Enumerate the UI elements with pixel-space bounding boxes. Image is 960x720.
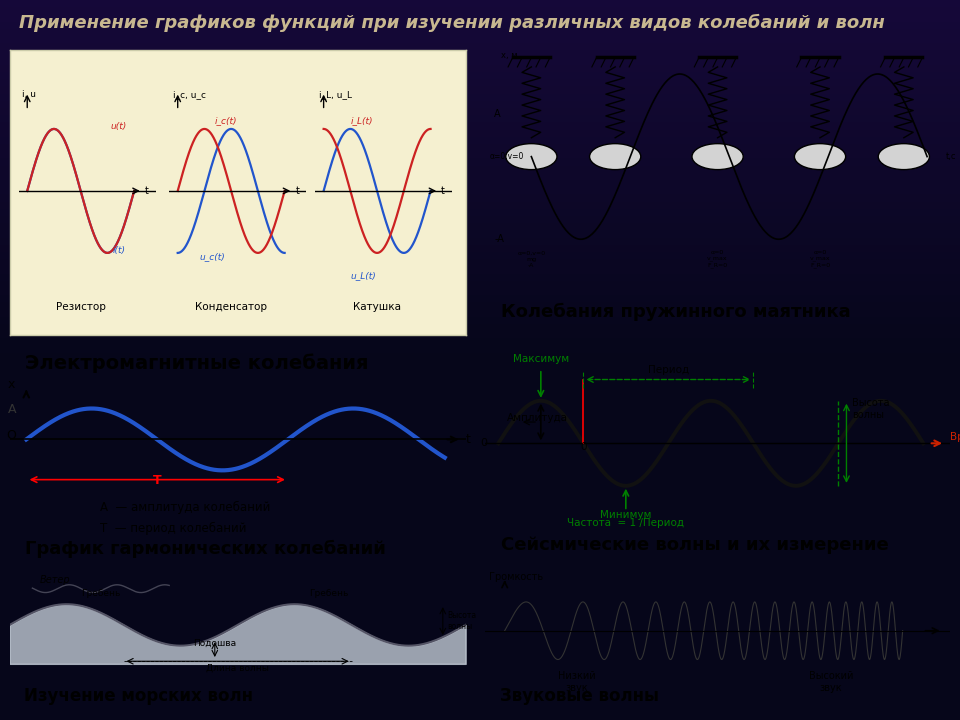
Circle shape [692, 144, 743, 170]
Text: Время: Время [950, 432, 960, 442]
Text: α=0
v_max
F_R=0: α=0 v_max F_R=0 [708, 250, 728, 268]
Text: Максимум: Максимум [513, 354, 569, 364]
Text: Период: Период [648, 365, 689, 375]
Text: A: A [8, 403, 16, 416]
Text: Минимум: Минимум [600, 510, 652, 520]
Text: График гармонических колебаний: График гармонических колебаний [25, 540, 385, 559]
Text: A: A [494, 109, 501, 119]
Text: x: x [8, 379, 15, 392]
Text: Высота
волны: Высота волны [852, 398, 889, 420]
Text: Ветер: Ветер [40, 575, 70, 585]
Text: -A: -A [494, 234, 504, 244]
Text: 0: 0 [481, 438, 488, 449]
Circle shape [878, 144, 929, 170]
Text: 0: 0 [580, 441, 587, 451]
Text: Изучение морских волн: Изучение морских волн [24, 687, 253, 704]
Text: O: O [7, 429, 16, 442]
Text: T: T [153, 474, 161, 487]
Text: Электромагнитные колебания: Электромагнитные колебания [25, 354, 368, 373]
Text: t: t [296, 186, 300, 196]
Text: Частота  = 1 /Период: Частота = 1 /Период [567, 518, 684, 528]
Text: Длина волны: Длина волны [206, 663, 269, 672]
Text: u_L(t): u_L(t) [350, 271, 376, 279]
Text: α=0,v=0
mg
-A: α=0,v=0 mg -A [517, 251, 545, 268]
Text: Гребень: Гребень [309, 590, 348, 598]
Text: Гребень: Гребень [81, 590, 121, 598]
Text: Сейсмические волны и их измерение: Сейсмические волны и их измерение [501, 536, 889, 554]
Text: t: t [466, 433, 470, 446]
Text: T  — период колебаний: T — период колебаний [101, 523, 247, 536]
Text: Амплитуда: Амплитуда [507, 413, 567, 423]
Text: i, u: i, u [22, 90, 36, 99]
Text: Конденсатор: Конденсатор [195, 302, 267, 312]
Text: A  — амплитуда колебаний: A — амплитуда колебаний [101, 500, 271, 513]
Text: Громкость: Громкость [489, 572, 543, 582]
Text: Подошва: Подошва [193, 639, 236, 648]
Text: Применение графиков функций при изучении различных видов колебаний и волн: Применение графиков функций при изучении… [19, 14, 885, 32]
Text: u_c(t): u_c(t) [199, 252, 225, 261]
Circle shape [589, 144, 640, 170]
Circle shape [795, 144, 846, 170]
Text: Низкий
звук: Низкий звук [558, 671, 595, 693]
Circle shape [506, 144, 557, 170]
Text: x, м: x, м [501, 50, 517, 60]
Text: u(t): u(t) [110, 122, 127, 131]
Text: i_c, u_c: i_c, u_c [173, 90, 205, 99]
Text: α=0,v=0: α=0,v=0 [490, 152, 524, 161]
Text: t: t [442, 186, 445, 196]
Text: t,c: t,c [946, 152, 956, 161]
Text: i_c(t): i_c(t) [215, 116, 238, 125]
Text: Высокий
звук: Высокий звук [809, 671, 853, 693]
Text: i_L(t): i_L(t) [350, 116, 372, 125]
Text: t: t [145, 186, 149, 196]
Text: Катушка: Катушка [353, 302, 401, 312]
Text: i_L, u_L: i_L, u_L [319, 90, 351, 99]
Text: α=0
v_max
F_R=0: α=0 v_max F_R=0 [809, 250, 830, 268]
Text: Высота
волны: Высота волны [447, 611, 476, 631]
Text: Звуковые волны: Звуковые волны [500, 687, 659, 704]
Text: i(t): i(t) [112, 246, 126, 255]
Text: Резистор: Резистор [56, 302, 106, 312]
Text: Колебания пружинного маятника: Колебания пружинного маятника [501, 303, 851, 321]
